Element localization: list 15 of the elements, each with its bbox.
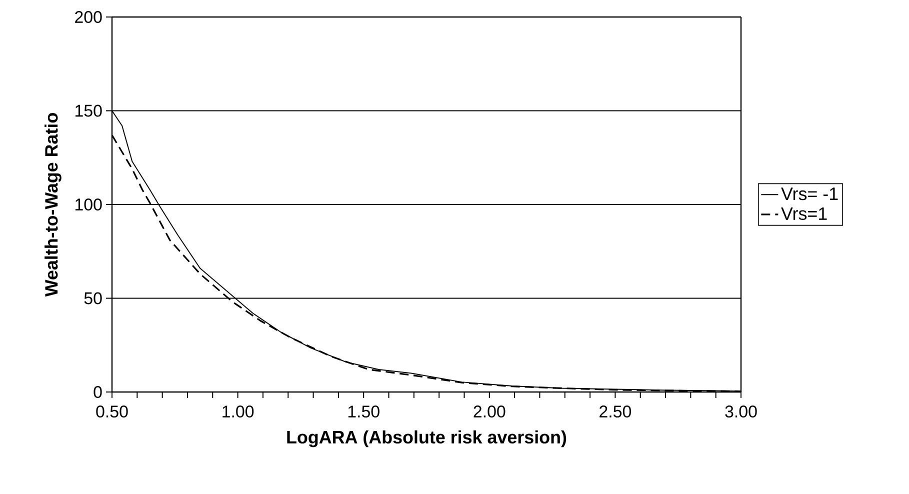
x-tick-label: 3.00: [725, 406, 757, 418]
y-tick-label: 200: [75, 11, 102, 23]
y-tick-label: 100: [76, 198, 102, 210]
y-axis-title: Wealth-to-Wage Ratio: [44, 113, 62, 297]
x-tick-label: 2.00: [474, 406, 506, 418]
y-tick-label: 50: [84, 292, 102, 304]
y-tick-label: 150: [76, 104, 102, 117]
legend-label: Vrs=1: [781, 207, 827, 220]
x-tick-label: 1.50: [348, 406, 380, 418]
legend-label: Vrs= -1: [781, 188, 838, 200]
x-axis-title: LogARA (Absolute risk aversion): [287, 430, 566, 448]
x-tick-label: 0.50: [96, 406, 128, 418]
x-tick-label: 2.50: [600, 406, 632, 418]
x-tick-label: 1.00: [222, 406, 254, 418]
y-tick-label: 0: [94, 386, 102, 398]
